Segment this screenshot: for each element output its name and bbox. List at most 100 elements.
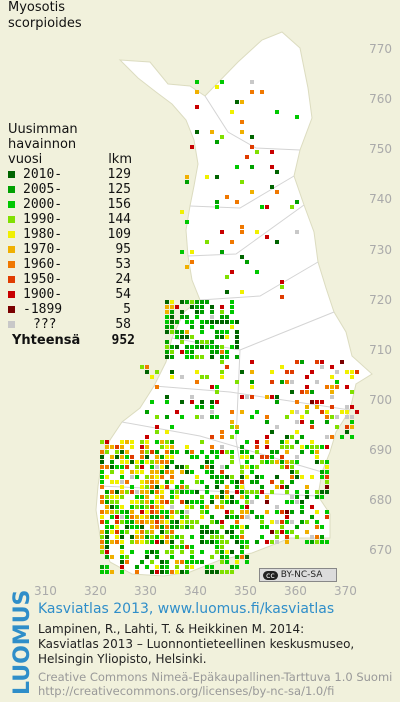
observation-square (160, 445, 164, 449)
observation-square (165, 350, 169, 354)
observation-square (180, 315, 184, 319)
observation-square (310, 515, 314, 519)
observation-square (125, 455, 129, 459)
observation-square (180, 300, 184, 304)
license-url[interactable]: http://creativecommons.org/licenses/by-n… (38, 684, 335, 698)
observation-square (275, 505, 279, 509)
observation-square (255, 475, 259, 479)
observation-square (225, 515, 229, 519)
observation-square (205, 490, 209, 494)
observation-square (170, 330, 174, 334)
observation-square (315, 360, 319, 364)
observation-square (115, 500, 119, 504)
observation-square (155, 570, 159, 574)
observation-square (215, 475, 219, 479)
observation-square (165, 530, 169, 534)
observation-square (285, 460, 289, 464)
observation-square (135, 570, 139, 574)
observation-square (290, 380, 294, 384)
observation-square (255, 515, 259, 519)
observation-square (170, 375, 174, 379)
observation-square (165, 310, 169, 314)
observation-square (145, 500, 149, 504)
observation-square (220, 315, 224, 319)
observation-square (225, 490, 229, 494)
observation-square (215, 385, 219, 389)
observation-square (275, 520, 279, 524)
observation-square (300, 445, 304, 449)
legend-row: 1960- 53 (8, 257, 135, 272)
legend-swatch (8, 231, 15, 238)
observation-square (295, 470, 299, 474)
observation-square (130, 535, 134, 539)
observation-square (170, 495, 174, 499)
observation-square (170, 445, 174, 449)
observation-square (150, 485, 154, 489)
observation-square (220, 320, 224, 324)
observation-square (145, 475, 149, 479)
observation-square (155, 415, 159, 419)
observation-square (265, 235, 269, 239)
observation-square (265, 460, 269, 464)
kasviatlas-link[interactable]: Kasviatlas 2013, www.luomus.fi/kasviatla… (38, 601, 335, 617)
x-tick: 340 (184, 584, 207, 598)
observation-square (120, 460, 124, 464)
cc-license-badge[interactable]: cc BY-NC-SA (259, 568, 337, 582)
observation-square (285, 535, 289, 539)
observation-square (230, 525, 234, 529)
observation-square (170, 460, 174, 464)
observation-square (325, 385, 329, 389)
observation-square (190, 395, 194, 399)
observation-square (315, 525, 319, 529)
observation-square (220, 250, 224, 254)
observation-square (220, 135, 224, 139)
observation-square (275, 425, 279, 429)
observation-square (165, 510, 169, 514)
observation-square (165, 485, 169, 489)
observation-square (165, 570, 169, 574)
observation-square (210, 445, 214, 449)
observation-square (275, 460, 279, 464)
observation-square (155, 555, 159, 559)
observation-square (270, 450, 274, 454)
legend-total-label: Yhteensä (12, 332, 81, 348)
observation-square (175, 450, 179, 454)
y-tick: 760 (369, 92, 392, 106)
observation-square (140, 490, 144, 494)
observation-square (195, 405, 199, 409)
observation-square (135, 525, 139, 529)
observation-square (285, 435, 289, 439)
legend-swatch (8, 261, 15, 268)
observation-square (210, 460, 214, 464)
observation-square (300, 510, 304, 514)
observation-square (295, 475, 299, 479)
observation-square (305, 410, 309, 414)
observation-square (245, 455, 249, 459)
observation-square (310, 390, 314, 394)
observation-square (230, 455, 234, 459)
observation-square (230, 270, 234, 274)
observation-square (280, 440, 284, 444)
observation-square (155, 520, 159, 524)
observation-square (270, 165, 274, 169)
observation-square (160, 540, 164, 544)
observation-square (210, 470, 214, 474)
observation-square (230, 320, 234, 324)
observation-square (310, 440, 314, 444)
observation-square (255, 490, 259, 494)
observation-square (325, 485, 329, 489)
observation-square (190, 335, 194, 339)
license-name: Creative Commons Nimeä-Epäkaupallinen-Ta… (38, 670, 393, 684)
observation-square (200, 495, 204, 499)
observation-square (315, 535, 319, 539)
observation-square (155, 475, 159, 479)
observation-square (195, 80, 199, 84)
observation-square (160, 485, 164, 489)
legend-count: 144 (107, 212, 131, 227)
observation-square (145, 450, 149, 454)
observation-square (235, 100, 239, 104)
observation-square (145, 490, 149, 494)
observation-square (170, 515, 174, 519)
observation-square (220, 540, 224, 544)
observation-square (300, 500, 304, 504)
